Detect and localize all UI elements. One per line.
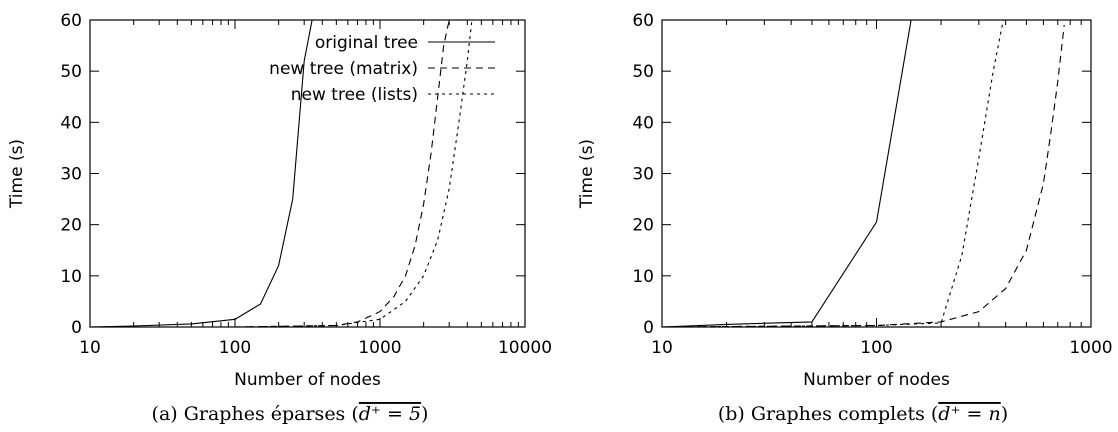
x-tick-label: 1000 [1069, 338, 1112, 358]
y-axis-label: Time (s) [577, 139, 597, 209]
legend: original tree new tree (matrix) new tree (… [269, 33, 495, 105]
x-tick-label: 10 [651, 338, 673, 358]
x-tick-label: 10 [79, 338, 101, 358]
plot-frame [661, 19, 1092, 328]
y-tick-label: 0 [71, 318, 82, 338]
series-line-new-tree-matrix [662, 25, 1065, 327]
series-line-original-tree [90, 20, 313, 327]
x-tick-label: 100 [219, 338, 251, 358]
x-tick-label: 1000 [358, 338, 401, 358]
y-tick-label: 0 [643, 318, 654, 338]
legend-label: new tree (lists) [291, 85, 418, 105]
series-line-new-tree-lists [90, 20, 473, 327]
y-tick-label: 50 [60, 62, 82, 82]
series-line-new-tree-lists [662, 20, 1004, 327]
y-tick-label: 20 [632, 216, 654, 236]
y-tick-label: 10 [632, 267, 654, 287]
series-group [90, 20, 473, 327]
caption-end: ) [1001, 403, 1008, 425]
y-tick-label: 40 [632, 113, 654, 133]
legend-label: original tree [315, 33, 418, 53]
y-tick-label: 60 [60, 11, 82, 31]
y-tick-label: 60 [632, 11, 654, 31]
y-tick-label: 50 [632, 62, 654, 82]
y-tick-label: 10 [60, 267, 82, 287]
series-line-original-tree [662, 20, 912, 327]
caption-text: (a) Graphes éparses ( [152, 403, 359, 425]
y-tick-label: 30 [632, 165, 654, 185]
caption-math: d⁺ = n [938, 403, 1000, 425]
x-tick-label: 10000 [498, 338, 552, 358]
y-tick-label: 30 [60, 165, 82, 185]
x-axis-label: Number of nodes [803, 370, 950, 390]
chart-caption: (a) Graphes éparses (d⁺ = 5) [152, 403, 429, 425]
x-tick-label: 100 [860, 338, 892, 358]
caption-math: d⁺ = 5 [359, 403, 421, 425]
series-group [662, 20, 1065, 327]
x-axis-label: Number of nodes [234, 370, 381, 390]
y-axis-label: Time (s) [7, 139, 27, 209]
caption-end: ) [421, 403, 428, 425]
caption-text: (b) Graphes complets ( [718, 403, 938, 425]
legend-label: new tree (matrix) [269, 59, 418, 79]
y-tick-label: 20 [60, 216, 82, 236]
chart-caption: (b) Graphes complets (d⁺ = n) [718, 403, 1008, 425]
y-tick-label: 40 [60, 113, 82, 133]
